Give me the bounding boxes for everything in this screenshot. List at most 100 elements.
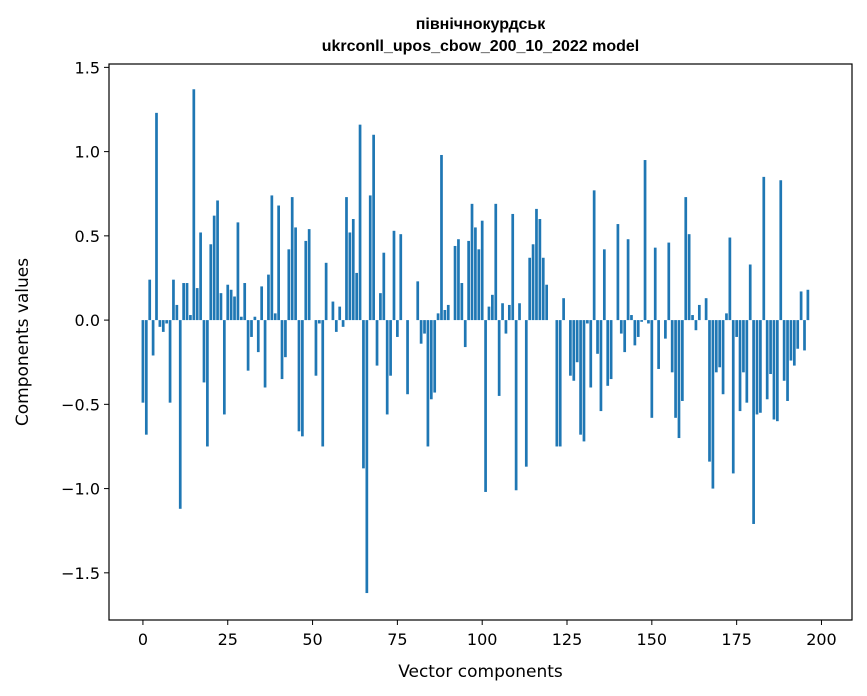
bar-30 bbox=[243, 283, 247, 321]
bar-126 bbox=[569, 320, 572, 376]
y-tick-label-3: 0.0 bbox=[75, 311, 100, 330]
bar-183 bbox=[762, 176, 766, 321]
bar-162 bbox=[691, 315, 694, 321]
y-tick-label-5: 1.0 bbox=[75, 143, 100, 162]
bar-137 bbox=[606, 320, 610, 386]
bar-190 bbox=[786, 320, 789, 401]
bar-82 bbox=[419, 320, 423, 344]
bar-38 bbox=[270, 195, 274, 321]
bar-131 bbox=[586, 320, 589, 324]
bar-130 bbox=[582, 320, 586, 442]
bar-179 bbox=[748, 264, 752, 321]
bar-136 bbox=[602, 249, 606, 321]
bar-108 bbox=[507, 304, 511, 321]
bar-101 bbox=[484, 320, 487, 492]
bar-148 bbox=[643, 160, 647, 321]
bar-31 bbox=[246, 320, 250, 371]
bar-21 bbox=[212, 215, 216, 321]
bar-168 bbox=[711, 320, 715, 489]
bar-7 bbox=[165, 320, 169, 324]
bar-104 bbox=[494, 203, 498, 321]
bar-3 bbox=[151, 320, 155, 356]
bar-170 bbox=[718, 320, 722, 368]
bar-series bbox=[141, 89, 810, 594]
bar-184 bbox=[765, 320, 769, 400]
bar-46 bbox=[297, 320, 301, 432]
bar-2 bbox=[148, 279, 152, 321]
bar-29 bbox=[239, 316, 243, 321]
bar-17 bbox=[199, 232, 202, 321]
bar-67 bbox=[368, 195, 372, 321]
x-tick-label-100: 100 bbox=[467, 630, 498, 649]
bar-115 bbox=[531, 244, 535, 321]
chart-title-line-1: північнокурдськ bbox=[416, 16, 547, 33]
bar-158 bbox=[677, 320, 681, 439]
bar-191 bbox=[789, 320, 793, 361]
bar-102 bbox=[487, 306, 491, 321]
bar-155 bbox=[667, 242, 671, 321]
bar-71 bbox=[382, 252, 386, 321]
bar-68 bbox=[372, 134, 375, 321]
bar-134 bbox=[596, 320, 599, 354]
bar-147 bbox=[640, 320, 644, 322]
bar-132 bbox=[589, 320, 593, 388]
bar-34 bbox=[256, 320, 260, 353]
y-tick-label-2: −0.5 bbox=[61, 395, 100, 414]
bar-16 bbox=[195, 288, 199, 321]
bar-156 bbox=[670, 320, 674, 373]
chart-title-line-2: ukrconll_upos_cbow_200_10_2022 model bbox=[322, 38, 639, 55]
x-tick-label-50: 50 bbox=[302, 630, 322, 649]
bar-95 bbox=[463, 320, 467, 348]
bar-70 bbox=[379, 293, 382, 321]
bar-0 bbox=[141, 320, 145, 403]
y-tick-label-6: 1.5 bbox=[75, 58, 100, 77]
bar-160 bbox=[684, 197, 688, 321]
bar-39 bbox=[273, 313, 277, 321]
bar-93 bbox=[457, 239, 460, 321]
bar-9 bbox=[172, 279, 175, 321]
bar-37 bbox=[267, 274, 270, 321]
bar-159 bbox=[681, 320, 684, 401]
bar-43 bbox=[287, 249, 291, 321]
bar-109 bbox=[511, 213, 515, 321]
bar-167 bbox=[708, 320, 711, 462]
y-tick-label-1: −1.0 bbox=[61, 480, 100, 499]
bar-113 bbox=[524, 320, 528, 467]
bar-142 bbox=[623, 320, 627, 353]
bar-124 bbox=[562, 298, 565, 321]
y-axis-ticks: −1.5 −1.0 −0.5 0.0 0.5 1.0 1.5 bbox=[61, 58, 109, 583]
bar-196 bbox=[806, 289, 810, 321]
bar-60 bbox=[345, 197, 348, 321]
bar-10 bbox=[175, 304, 179, 321]
bar-181 bbox=[755, 320, 759, 415]
bar-14 bbox=[189, 315, 192, 321]
bar-114 bbox=[528, 257, 532, 321]
bar-74 bbox=[392, 230, 396, 321]
bar-169 bbox=[714, 320, 718, 373]
bar-88 bbox=[440, 154, 443, 321]
bar-35 bbox=[260, 286, 264, 321]
bar-87 bbox=[436, 313, 440, 321]
bar-140 bbox=[616, 224, 620, 321]
bar-48 bbox=[304, 240, 308, 321]
x-tick-label-175: 175 bbox=[721, 630, 752, 649]
y-tick-label-4: 0.5 bbox=[75, 227, 100, 246]
bar-40 bbox=[277, 205, 280, 321]
bar-175 bbox=[735, 320, 738, 337]
bar-138 bbox=[609, 320, 613, 380]
bar-146 bbox=[636, 320, 640, 337]
bar-172 bbox=[725, 313, 728, 321]
bar-107 bbox=[504, 320, 508, 334]
bar-53 bbox=[321, 320, 325, 447]
bar-84 bbox=[426, 320, 430, 447]
bar-143 bbox=[626, 239, 630, 321]
bar-72 bbox=[385, 320, 389, 415]
bar-57 bbox=[334, 320, 338, 332]
bar-166 bbox=[704, 298, 708, 321]
x-axis-ticks: 0 25 50 75 100 125 150 175 200 bbox=[138, 620, 837, 649]
x-tick-label-75: 75 bbox=[387, 630, 407, 649]
bar-152 bbox=[657, 320, 660, 369]
bar-44 bbox=[290, 197, 294, 321]
bar-73 bbox=[389, 320, 392, 376]
